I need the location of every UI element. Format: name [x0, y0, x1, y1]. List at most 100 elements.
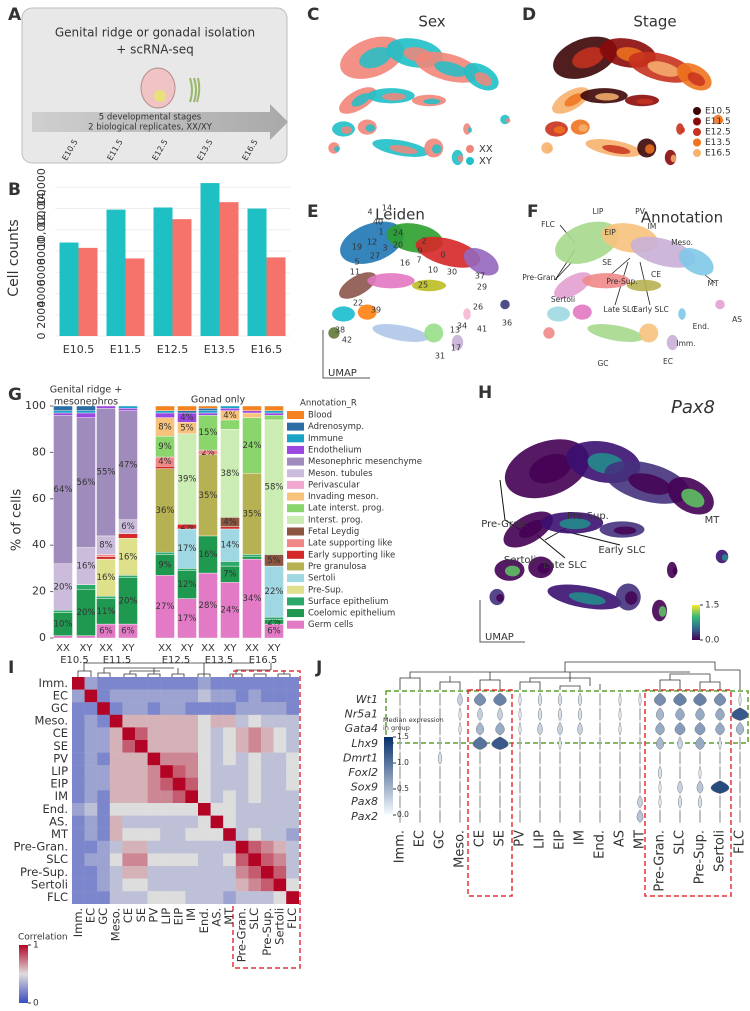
- bar-segment: [53, 405, 73, 411]
- legend-label: Sertoli: [308, 574, 335, 584]
- violin: [399, 809, 401, 823]
- heatmap-cell: [135, 815, 148, 829]
- heatmap-cell: [210, 828, 224, 841]
- heatmap-cell: [185, 866, 199, 879]
- violin: [599, 736, 601, 750]
- bar-segment: [220, 408, 240, 411]
- heatmap-cell: [273, 815, 287, 829]
- row-label: FLC: [47, 890, 68, 904]
- heatmap-cell: [286, 740, 299, 753]
- panel-letter: F: [527, 202, 539, 222]
- heatmap-cell: [160, 828, 173, 841]
- data-label: 5%: [180, 424, 194, 434]
- group-label: E11.5: [103, 655, 132, 666]
- bar-segment: [155, 412, 175, 418]
- heatmap-cell: [72, 815, 85, 829]
- heatmap-cell: [122, 727, 136, 741]
- data-label: 15%: [199, 428, 218, 438]
- heatmap-cell: [172, 752, 186, 766]
- umap-title: Sex: [418, 13, 445, 31]
- heatmap-cell: [198, 752, 211, 766]
- panel-letter: C: [307, 5, 319, 25]
- data-label: 38%: [221, 469, 240, 479]
- heatmap-cell: [261, 677, 274, 690]
- heatmap-cell: [210, 866, 224, 879]
- bar-segment: [53, 635, 73, 639]
- umap-cell-cluster: [357, 304, 377, 320]
- violin: [679, 765, 681, 780]
- heatmap-cell: [72, 702, 85, 715]
- legend-label: Pre-Sup.: [308, 585, 343, 595]
- annotation-label: AS: [732, 315, 742, 324]
- annotation-label: CE: [651, 270, 661, 279]
- heatmap-cell: [135, 714, 148, 728]
- heatmap-cell: [160, 727, 173, 741]
- annotation-label: Pre-Gran.: [481, 519, 528, 530]
- heatmap-cell: [198, 702, 211, 715]
- violin: [659, 809, 661, 823]
- legend-swatch: [287, 539, 304, 548]
- violin: [439, 795, 441, 809]
- heatmap-cell: [198, 714, 211, 728]
- violin: [419, 707, 421, 721]
- heatmap-cell: [198, 853, 211, 867]
- violin: [459, 765, 461, 780]
- heatmap-cell: [273, 777, 287, 791]
- umap-cell-cluster: [628, 473, 671, 495]
- heatmap-cell: [122, 752, 136, 766]
- heatmap-cell: [122, 702, 136, 715]
- column-label: LIP: [159, 908, 173, 925]
- heatmap-cell: [72, 714, 85, 728]
- violin: [459, 780, 461, 794]
- heatmap-cell: [223, 702, 236, 715]
- umap-cell-cluster: [572, 47, 605, 69]
- column-label: SE: [493, 830, 508, 846]
- violin: [719, 765, 721, 780]
- bar-segment: [76, 412, 96, 418]
- heatmap-cell: [160, 714, 173, 728]
- heatmap-cell: [210, 740, 224, 753]
- heatmap-cell: [84, 803, 98, 816]
- heatmap-cell: [84, 891, 98, 904]
- violin: [738, 692, 742, 707]
- violin: [457, 692, 463, 707]
- heatmap-cell: [273, 828, 287, 841]
- colorbar-label: Median expression: [383, 716, 444, 724]
- heatmap-cell: [248, 689, 262, 703]
- violin: [618, 721, 622, 736]
- data-label: 35%: [199, 491, 218, 501]
- violin: [659, 751, 661, 765]
- data-label: 56%: [77, 478, 96, 488]
- heatmap-cell: [286, 677, 299, 690]
- annotation-label: End.: [693, 322, 710, 331]
- x-tick-label: XX: [245, 643, 259, 654]
- violin: [677, 794, 683, 809]
- heatmap-cell: [172, 727, 186, 741]
- y-axis-label: Cell counts: [6, 219, 22, 296]
- annotation-label: IM: [648, 222, 657, 231]
- data-label: 6%: [121, 627, 135, 637]
- heatmap-cell: [273, 702, 287, 715]
- legend-label: Pre granulosa: [308, 562, 366, 572]
- heatmap-cell: [160, 853, 173, 867]
- heatmap-cell: [97, 714, 110, 728]
- bar-segment: [76, 584, 96, 590]
- data-label: 5%: [267, 556, 281, 566]
- bar-segment: [242, 556, 262, 560]
- heatmap-cell: [286, 752, 299, 766]
- umap-axis: [322, 330, 370, 379]
- bar-segment: [264, 410, 284, 414]
- violin: [399, 736, 401, 750]
- heatmap-cell: [248, 714, 262, 728]
- heatmap-cell: [286, 790, 299, 804]
- heatmap-cell: [147, 740, 161, 753]
- umap-cell-cluster: [681, 127, 685, 133]
- violin: [673, 692, 687, 707]
- column-label: CE: [473, 830, 488, 847]
- legend-swatch: [287, 527, 304, 536]
- heatmap-cell: [273, 866, 287, 879]
- y-tick-label: 0: [35, 333, 48, 340]
- heatmap-cell: [286, 878, 299, 892]
- violin: [577, 707, 583, 721]
- heatmap-cell: [172, 866, 186, 879]
